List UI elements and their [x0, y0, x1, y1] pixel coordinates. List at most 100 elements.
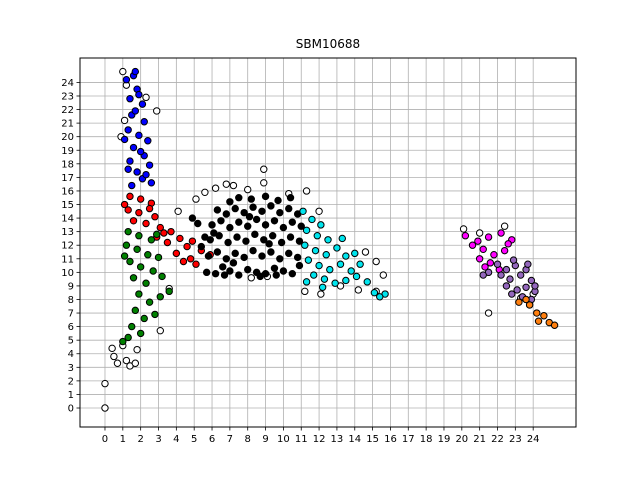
- data-point: [533, 309, 541, 317]
- series-6: [461, 229, 516, 274]
- x-tick-label: 8: [245, 434, 251, 445]
- data-point: [120, 116, 129, 125]
- data-point: [153, 230, 161, 239]
- data-point: [133, 168, 141, 176]
- data-point: [133, 245, 141, 253]
- data-point: [311, 246, 320, 255]
- data-point: [338, 234, 346, 243]
- data-point: [220, 271, 229, 279]
- plot-frame: [79, 57, 577, 428]
- data-point: [317, 221, 325, 229]
- data-point: [135, 232, 143, 240]
- data-point: [534, 317, 543, 325]
- data-point: [475, 255, 484, 263]
- data-point: [231, 204, 239, 213]
- data-point: [119, 67, 127, 76]
- x-tick-label: 17: [402, 434, 415, 445]
- data-point: [186, 255, 195, 263]
- data-point: [142, 170, 150, 179]
- data-point: [331, 279, 339, 287]
- data-point: [313, 232, 321, 240]
- data-point: [276, 255, 284, 263]
- x-tick-label: 23: [509, 434, 522, 445]
- data-point: [247, 195, 255, 203]
- data-point: [484, 233, 493, 241]
- data-point: [224, 238, 232, 247]
- y-tick-label: 3: [68, 363, 74, 374]
- data-point: [270, 264, 279, 272]
- data-point: [268, 232, 277, 240]
- data-point: [461, 232, 470, 240]
- x-tick-label: 22: [491, 434, 504, 445]
- data-point: [204, 252, 213, 260]
- data-point: [120, 252, 129, 260]
- data-point: [226, 198, 234, 206]
- data-point: [194, 219, 202, 228]
- data-point: [342, 276, 350, 285]
- data-point: [513, 286, 521, 294]
- data-point: [129, 143, 138, 152]
- x-tick-label: 1: [120, 434, 126, 445]
- data-point: [210, 229, 218, 237]
- data-point: [459, 225, 468, 233]
- data-point: [317, 290, 325, 298]
- data-point: [516, 271, 525, 279]
- data-point: [124, 333, 132, 342]
- data-point: [502, 265, 511, 274]
- data-point: [249, 203, 257, 211]
- y-tick-label: 13: [61, 227, 74, 238]
- data-point: [258, 252, 266, 260]
- x-tick-label: 18: [420, 434, 433, 445]
- data-point: [265, 240, 273, 248]
- y-tick-label: 2: [68, 376, 74, 387]
- x-tick-label: 15: [366, 434, 379, 445]
- y-tick-label: 7: [68, 309, 74, 320]
- data-point: [188, 214, 197, 222]
- y-tick-label: 0: [68, 404, 74, 415]
- data-point: [310, 271, 318, 279]
- data-point: [126, 157, 134, 165]
- data-point: [156, 293, 164, 301]
- data-point: [333, 244, 341, 252]
- x-tick-label: 24: [527, 434, 540, 445]
- data-point: [479, 271, 487, 279]
- data-point: [244, 185, 252, 194]
- data-point: [151, 310, 159, 319]
- data-point: [468, 241, 477, 249]
- data-point: [249, 246, 257, 255]
- data-point: [235, 271, 243, 279]
- data-point: [515, 298, 523, 306]
- series-1: [120, 67, 156, 190]
- data-point: [110, 352, 118, 361]
- y-tick-label: 15: [61, 200, 74, 211]
- data-point: [506, 275, 514, 283]
- data-point: [240, 208, 248, 217]
- data-point: [135, 131, 143, 140]
- data-point: [233, 233, 241, 241]
- data-point: [261, 192, 270, 201]
- data-point: [201, 188, 209, 197]
- data-point: [140, 314, 148, 323]
- data-point: [361, 248, 370, 256]
- data-point: [302, 187, 311, 195]
- y-tick-label: 14: [61, 214, 74, 225]
- data-point: [142, 219, 150, 228]
- data-point: [245, 213, 254, 221]
- data-point: [502, 282, 511, 290]
- series-8: [515, 295, 559, 329]
- y-tick-label: 23: [61, 91, 74, 102]
- data-point: [235, 218, 243, 226]
- x-axis-ticks: 0 1 2 3 4 5 6 7 8 9 10 11 12 13 14 15 16 17 18 19 20 21 22 23 24: [102, 427, 540, 445]
- data-point: [144, 251, 152, 259]
- x-tick-label: 13: [331, 434, 344, 445]
- data-point: [192, 195, 200, 203]
- data-point: [122, 356, 131, 365]
- data-point: [183, 242, 191, 251]
- data-point: [156, 223, 164, 232]
- data-point: [131, 107, 140, 115]
- data-point: [270, 217, 279, 225]
- data-point: [208, 221, 216, 229]
- data-point: [527, 276, 536, 285]
